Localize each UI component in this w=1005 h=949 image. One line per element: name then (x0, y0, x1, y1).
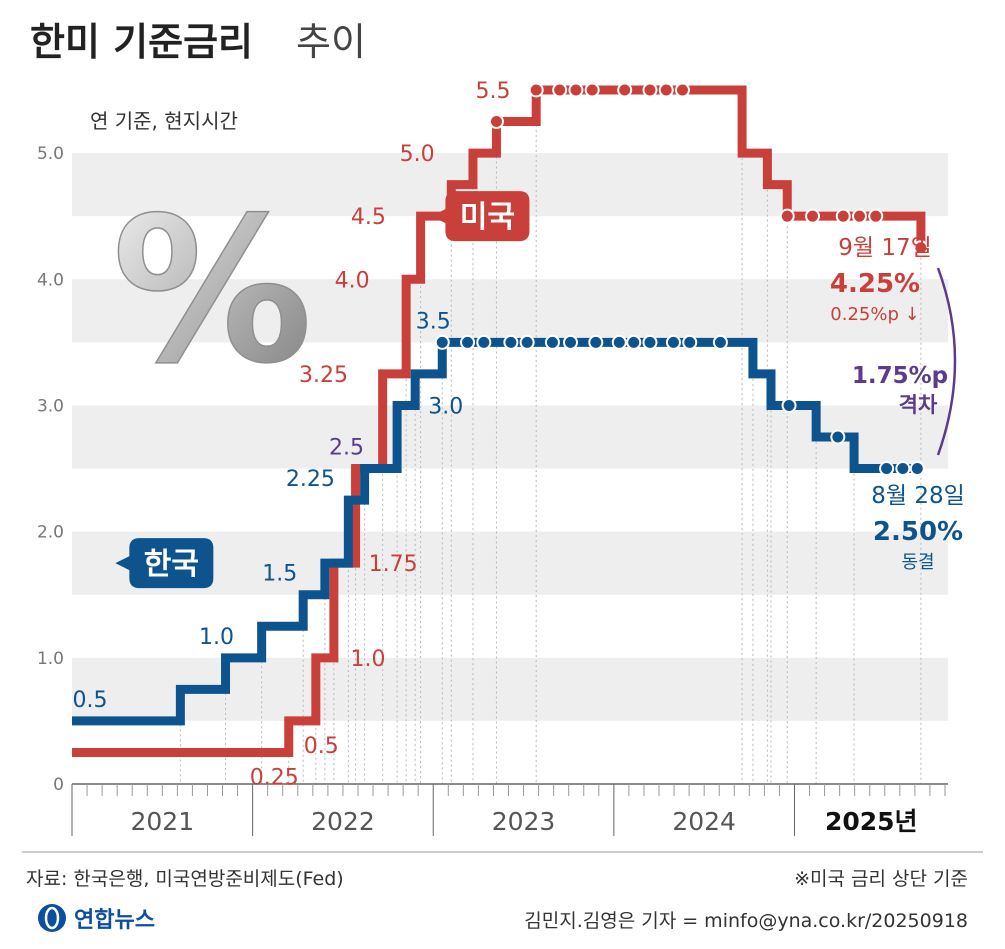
x-category-label-1: 2022 (311, 807, 375, 836)
series-korea (72, 334, 925, 726)
series-kr-dot-10 (642, 334, 658, 350)
series-kr-dot-6 (563, 334, 579, 350)
y-axis: 0 1.0 2.0 3.0 4.0 5.0 (37, 144, 64, 795)
value-label-11: 1.5 (262, 562, 297, 587)
series-kr-dot-17 (895, 461, 911, 477)
x-category-label-3: 2024 (672, 807, 736, 836)
agency-logo: 연합뉴스 (38, 904, 155, 933)
series-kr-dot-15 (830, 429, 846, 445)
korea-latest-rate: 2.50% (873, 517, 963, 547)
series-kr-dot-18 (909, 461, 925, 477)
value-label-7: 5.0 (400, 142, 435, 167)
series-us-dot-4 (584, 82, 600, 98)
series-kr-dot-2 (476, 334, 492, 350)
x-category-label-0: 2021 (130, 807, 194, 836)
us-tag: 미국 (431, 191, 530, 242)
korea-latest-date: 8월 28일 (871, 483, 965, 509)
value-label-4: 3.25 (299, 363, 348, 388)
y-tick-label-2: 2.0 (37, 523, 64, 543)
value-label-14: 3.0 (428, 394, 463, 419)
series-kr-dot-1 (460, 334, 476, 350)
series-us-dot-1 (528, 82, 544, 98)
credit-text: 김민지.김영은 기자 = minfo@yna.co.kr/20250918 (524, 910, 968, 932)
series-us-dot-9 (779, 208, 795, 224)
series-kr-dot-5 (544, 334, 560, 350)
agency-logo-mark (44, 906, 60, 930)
grid-band-3 (72, 279, 948, 343)
series-us-dot-11 (835, 208, 851, 224)
value-label-13: 2.5 (329, 436, 364, 461)
korea-tag-background (115, 538, 214, 589)
series-kr-dot-9 (626, 334, 642, 350)
value-label-9: 0.5 (73, 688, 108, 713)
x-category-label-4: 2025년 (825, 807, 918, 836)
grid-band-1 (72, 531, 948, 595)
x-axis: 2021 2022 2023 2024 2025년 (71, 783, 948, 836)
y-tick-label-1: 1.0 (37, 649, 64, 669)
value-label-1: 0.5 (304, 734, 339, 759)
korea-tag-label: 한국 (144, 547, 199, 582)
series-kr-dot-4 (519, 334, 535, 350)
series-us-dot-6 (642, 82, 658, 98)
value-label-15: 3.5 (416, 309, 451, 334)
value-label-12: 2.25 (286, 467, 335, 492)
series-us-dot-7 (658, 82, 674, 98)
value-labels: 0.250.51.01.753.254.04.55.05.50.51.01.52… (73, 79, 511, 790)
agency-name: 연합뉴스 (74, 907, 155, 933)
gap-bracket (936, 267, 957, 456)
series-kr-dot-16 (879, 461, 895, 477)
series-kr-dot-14 (781, 397, 797, 413)
y-tick-label-4: 4.0 (37, 270, 64, 290)
value-label-5: 4.0 (335, 268, 370, 293)
value-label-10: 1.0 (199, 625, 234, 650)
chart-title-light: 추이 (296, 20, 366, 64)
gap-value: 1.75%p (852, 363, 948, 389)
x-category-label-2: 2023 (492, 807, 556, 836)
grid-band-2 (72, 405, 948, 469)
series-kr-dot-13 (712, 334, 728, 350)
series-us-dot-14 (913, 240, 929, 256)
value-label-6: 4.5 (351, 205, 386, 230)
series-us-dot-0 (488, 114, 504, 130)
series-kr-dot-0 (434, 334, 450, 350)
series-us-dot-8 (674, 82, 690, 98)
series-kr-line (72, 337, 921, 726)
y-tick-label-5: 5.0 (37, 144, 64, 164)
series-us-dot-2 (552, 82, 568, 98)
agency-logo-icon (38, 904, 66, 932)
korea-tag: 한국 (115, 538, 214, 589)
korea-latest-status: 동결 (901, 552, 934, 573)
series-us-dot-3 (568, 82, 584, 98)
chart-title-bold: 한미 기준금리 (30, 20, 253, 64)
series-us-dot-13 (868, 208, 884, 224)
value-label-2: 1.0 (351, 647, 386, 672)
us-tag-background (431, 191, 530, 242)
series-us-dot-5 (617, 82, 633, 98)
us-latest-date: 9월 17일 (838, 235, 932, 261)
footnote-text: ※미국 금리 상단 기준 (794, 868, 968, 890)
us-tag-label: 미국 (460, 200, 515, 235)
unit-note: 연 기준, 현지시간 (90, 109, 238, 133)
value-label-3: 1.75 (369, 552, 418, 577)
series-us-dot-12 (851, 208, 867, 224)
series-kr-dot-3 (503, 334, 519, 350)
y-tick-label-3: 3.0 (37, 396, 64, 416)
y-tick-label-0: 0 (53, 775, 64, 795)
value-label-0: 0.25 (250, 765, 299, 790)
series-us-dot-10 (805, 208, 821, 224)
series-kr-dot-11 (665, 334, 681, 350)
us-latest-rate: 4.25% (830, 269, 920, 299)
series-kr-dot-8 (611, 334, 627, 350)
us-latest-change: 0.25%p ↓ (830, 304, 919, 325)
series-kr-dot-12 (682, 334, 698, 350)
percent-symbol: % (112, 175, 312, 408)
source-text: 자료: 한국은행, 미국연방준비제도(Fed) (26, 868, 344, 890)
series-kr-dot-7 (588, 334, 604, 350)
value-label-8: 5.5 (476, 79, 511, 104)
gap-label: 격차 (899, 393, 938, 417)
